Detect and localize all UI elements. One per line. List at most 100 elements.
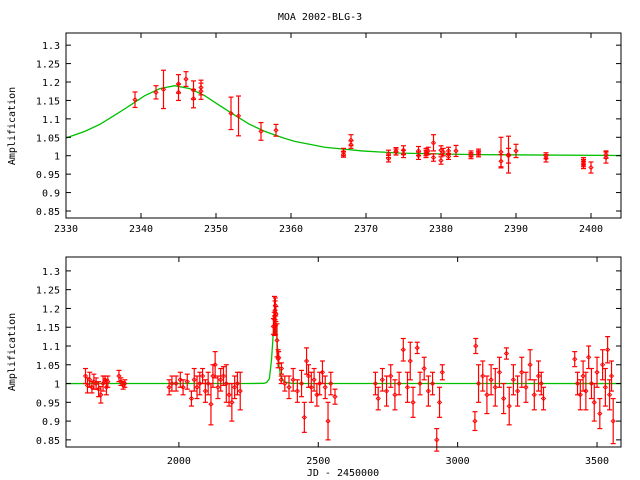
point-marker (421, 365, 427, 372)
data-point (340, 150, 347, 158)
point-marker (597, 410, 603, 417)
point-marker (191, 377, 197, 383)
x-tick-label: 2370 (354, 224, 378, 235)
point-marker (527, 362, 533, 368)
point-marker (425, 388, 432, 394)
point-marker (503, 350, 510, 357)
data-point (385, 154, 392, 163)
point-marker (599, 362, 606, 368)
point-marker (290, 377, 296, 383)
point-marker (572, 356, 578, 362)
data-point (173, 375, 179, 392)
point-marker (100, 380, 106, 387)
data-point (468, 150, 474, 158)
data-point (258, 121, 264, 141)
data-point (396, 371, 402, 396)
x-tick-label: 2380 (429, 224, 453, 235)
data-point (473, 337, 479, 355)
point-marker (439, 369, 445, 375)
point-marker (232, 384, 238, 390)
data-point (205, 371, 211, 396)
data-point (415, 151, 422, 161)
point-marker (273, 127, 279, 133)
data-point (527, 349, 533, 381)
point-marker (588, 164, 594, 171)
data-point (232, 375, 238, 400)
data-point (325, 401, 331, 441)
point-marker (340, 151, 347, 157)
point-marker (348, 142, 354, 148)
data-point (588, 367, 595, 400)
point-marker (180, 384, 186, 390)
point-marker (580, 158, 587, 164)
bottom-panel-full-light-curve: Amplification JD - 2450000 0.85 0.9 0.95 1 1… (7, 256, 622, 479)
y-tick-label: 1.05 (36, 361, 60, 372)
data-point (425, 375, 432, 407)
data-point (599, 349, 606, 381)
point-marker (498, 158, 504, 164)
data-point (586, 345, 592, 370)
data-point (417, 371, 423, 396)
point-marker (425, 148, 431, 154)
data-point (194, 375, 200, 400)
data-point (572, 351, 578, 368)
point-marker (215, 384, 221, 390)
data-point (198, 82, 204, 100)
point-marker (430, 154, 437, 161)
point-marker (305, 373, 312, 379)
data-point (404, 371, 411, 403)
data-point (273, 305, 279, 323)
data-point (95, 381, 102, 398)
point-marker (475, 151, 482, 157)
point-marker (175, 89, 182, 95)
data-point (604, 336, 611, 364)
data-point (314, 382, 320, 407)
y-tick-label: 1.2 (42, 78, 60, 89)
y-tick-label: 1.25 (36, 60, 60, 71)
model-curve (65, 312, 622, 385)
data-point (591, 382, 597, 422)
point-marker (332, 394, 338, 400)
point-marker (383, 388, 390, 394)
x-tick-label: 2340 (129, 224, 153, 235)
chart-title: MOA 2002-BLG-3 (278, 12, 362, 23)
y-tick-label: 1.3 (42, 267, 60, 278)
point-marker (434, 437, 440, 443)
data-point (105, 375, 111, 388)
data-point (199, 367, 206, 385)
point-marker (198, 88, 204, 94)
point-marker (436, 399, 443, 405)
point-marker (95, 386, 102, 392)
data-point (278, 375, 284, 385)
data-point (400, 149, 407, 159)
plot-frame (65, 256, 622, 448)
point-marker (505, 153, 512, 159)
point-marker (392, 392, 398, 398)
data-point (501, 382, 507, 415)
data-point (191, 367, 197, 392)
point-marker (173, 380, 179, 387)
point-marker (286, 384, 292, 390)
point-marker (274, 337, 280, 343)
data-point (503, 347, 510, 360)
data-point (602, 367, 609, 407)
x-tick-label: 2400 (579, 224, 603, 235)
point-marker (603, 154, 609, 161)
data-point (488, 364, 494, 396)
top-y-axis-label: Amplification (7, 87, 18, 165)
point-marker (319, 369, 326, 375)
data-point (438, 156, 444, 165)
data-point (197, 371, 203, 396)
data-point (610, 397, 616, 445)
point-marker (583, 388, 589, 394)
point-marker (388, 373, 394, 379)
point-marker (453, 148, 459, 154)
point-marker (118, 379, 124, 385)
top-panel-zoomed-light-curve: Amplification 0.85 0.9 0.95 1 1.05 1.1 1.15 1.2… (7, 32, 622, 235)
y-tick-label: 1.3 (42, 41, 60, 52)
point-marker (208, 401, 214, 407)
point-marker (234, 380, 241, 387)
data-point (202, 379, 209, 403)
point-marker (102, 377, 108, 383)
data-point (388, 364, 394, 388)
